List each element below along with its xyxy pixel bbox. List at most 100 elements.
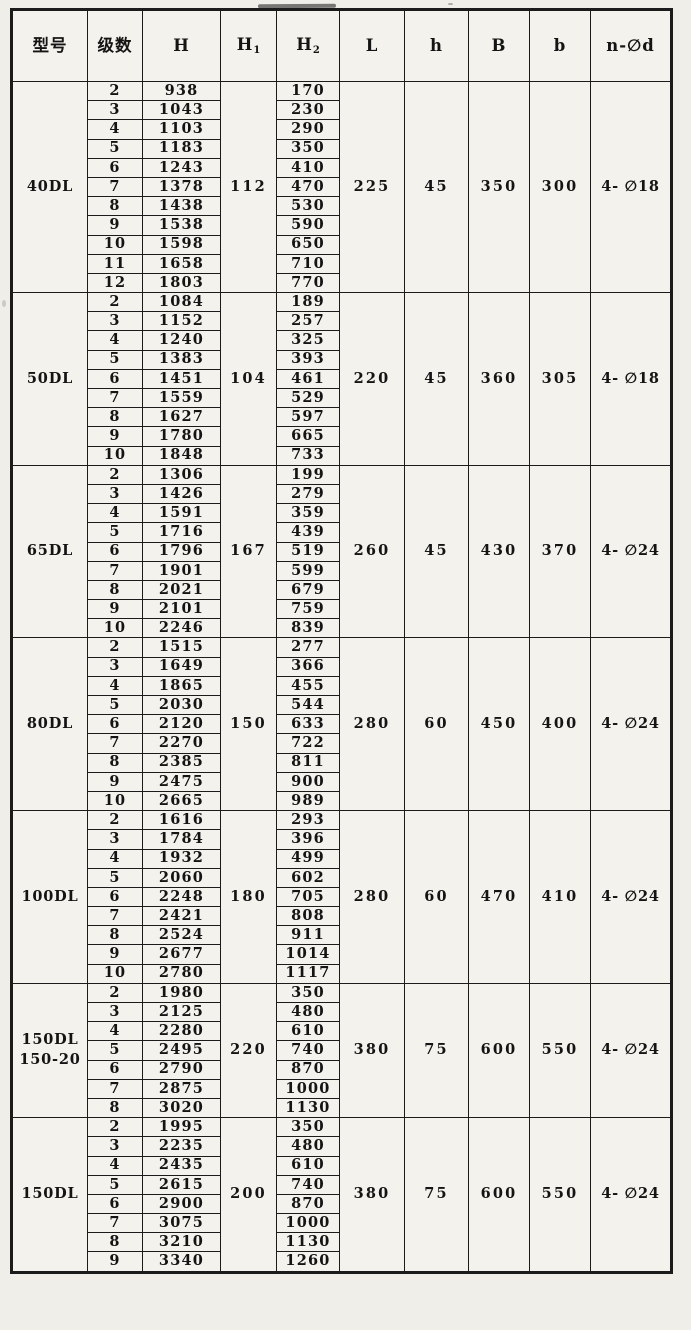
stage-cell: 8 [87,579,143,601]
table-row: 65DL 2 1306 167 199 260 45 430 370 4- ∅24 [11,464,672,639]
scan-artifact [448,3,453,5]
stage-cell: 2 [87,80,143,102]
table-row: 4 1865 455 [12,675,672,697]
h-total-cell: 2120 [142,714,221,735]
h-total-cell: 2524 [142,925,221,946]
h-small-cell: 75 [404,1117,469,1273]
table-row: 9 2475 900 [12,771,672,792]
column-label: H [236,34,254,54]
h-total-cell: 2780 [142,963,221,984]
h-total-cell: 2665 [142,790,221,812]
b-large-cell: 430 [468,464,530,639]
h-total-cell: 1796 [142,541,221,562]
table-row: 3 1043 230 [12,100,672,121]
h-total-cell: 3020 [142,1097,221,1119]
column-header-L: L [339,9,405,82]
h-total-cell: 2125 [142,1001,221,1023]
b-small-cell: 410 [529,810,591,984]
table-body: 40DL 2 938 112 170 225 45 350 300 4- ∅18 3 1043 230 4… [11,80,672,1273]
h2-cell: 455 [276,675,340,697]
h1-cell: 112 [220,80,277,294]
h-total-cell: 1598 [142,234,221,255]
table-row: 4 1591 359 [12,503,672,524]
stage-cell: 5 [87,138,143,159]
h2-cell: 277 [276,637,340,658]
b-large-cell: 360 [468,292,530,466]
table-row: 8 2021 679 [12,579,672,601]
stage-cell: 8 [87,1097,143,1119]
table-row: 50DL 2 1084 104 189 220 45 360 305 4- ∅18 [11,292,672,466]
stage-cell: 9 [87,1251,143,1273]
column-header-h: h [404,9,469,82]
h1-cell: 104 [220,292,277,466]
stage-cell: 10 [87,963,143,984]
h2-cell: 740 [276,1040,340,1061]
table-row: 150DL 150-20 2 1980 220 350 380 75 600 550 4- ∅24 [11,982,672,1119]
h1-cell: 150 [220,637,277,812]
table-row: 7 2421 808 [12,906,672,927]
h2-cell: 279 [276,483,340,505]
stage-cell: 5 [87,1174,143,1195]
stage-cell: 7 [87,1078,143,1099]
stage-cell: 3 [87,656,143,677]
h-total-cell: 2270 [142,733,221,754]
table-row: 5 2030 544 [12,694,672,716]
h-total-cell: 1649 [142,656,221,677]
h-total-cell: 1995 [142,1117,221,1138]
h2-cell: 740 [276,1174,340,1195]
l-cell: 380 [339,1117,405,1273]
model-line: 50DL [26,369,74,387]
b-small-cell: 370 [529,464,591,639]
h-total-cell: 1627 [142,407,221,428]
stage-cell: 9 [87,771,143,792]
column-label-subscript: 2 [312,44,320,56]
h-small-cell: 60 [404,637,469,812]
h-small-cell: 75 [404,982,469,1119]
model-line: 100DL [21,887,79,905]
column-label: n-∅d [606,35,655,55]
b-large-cell: 600 [468,982,530,1119]
h-total-cell: 2790 [142,1059,221,1080]
stage-cell: 5 [87,867,143,888]
scan-artifact [2,300,6,307]
stage-cell: 4 [87,1021,143,1042]
table-row: 80DL 2 1515 150 277 280 60 450 400 4- ∅24 [11,637,672,812]
h2-cell: 1130 [276,1232,340,1253]
column-label: H [173,35,190,55]
l-cell: 260 [339,464,405,639]
l-cell: 280 [339,810,405,984]
column-header-H1: H1 [220,9,277,82]
column-label: b [553,35,567,55]
h2-cell: 1260 [276,1251,340,1273]
model-cell: 150DL [11,1117,88,1273]
h2-cell: 230 [276,100,340,121]
model-line: 150DL [21,1031,79,1049]
table-row: 40DL 2 938 112 170 225 45 350 300 4- ∅18 [11,80,672,294]
stage-cell: 7 [87,387,143,409]
h2-cell: 199 [276,464,340,485]
h-total-cell: 1658 [142,253,221,274]
stage-cell: 9 [87,215,143,236]
table-row: 6 2248 705 [12,886,672,908]
column-header-b: b [529,9,591,82]
bolt-holes-cell: 4- ∅18 [590,80,672,294]
h-total-cell: 1848 [142,445,221,466]
stage-cell: 7 [87,906,143,927]
model-cell: 80DL [11,637,88,812]
h2-cell: 480 [276,1001,340,1023]
h2-cell: 293 [276,810,340,831]
h-total-cell: 2875 [142,1078,221,1099]
stage-cell: 3 [87,1001,143,1023]
column-header-B: B [468,9,530,82]
table-row: 10 2246 839 [12,618,672,639]
h2-cell: 900 [276,771,340,792]
stage-cell: 3 [87,829,143,850]
h2-cell: 1130 [276,1097,340,1119]
h2-cell: 410 [276,157,340,178]
stage-cell: 4 [87,119,143,140]
h1-cell: 180 [220,810,277,984]
b-large-cell: 600 [468,1117,530,1273]
table-row: 7 1378 470 [12,176,672,198]
model-line: 150DL [21,1185,79,1203]
stage-cell: 12 [87,272,143,294]
